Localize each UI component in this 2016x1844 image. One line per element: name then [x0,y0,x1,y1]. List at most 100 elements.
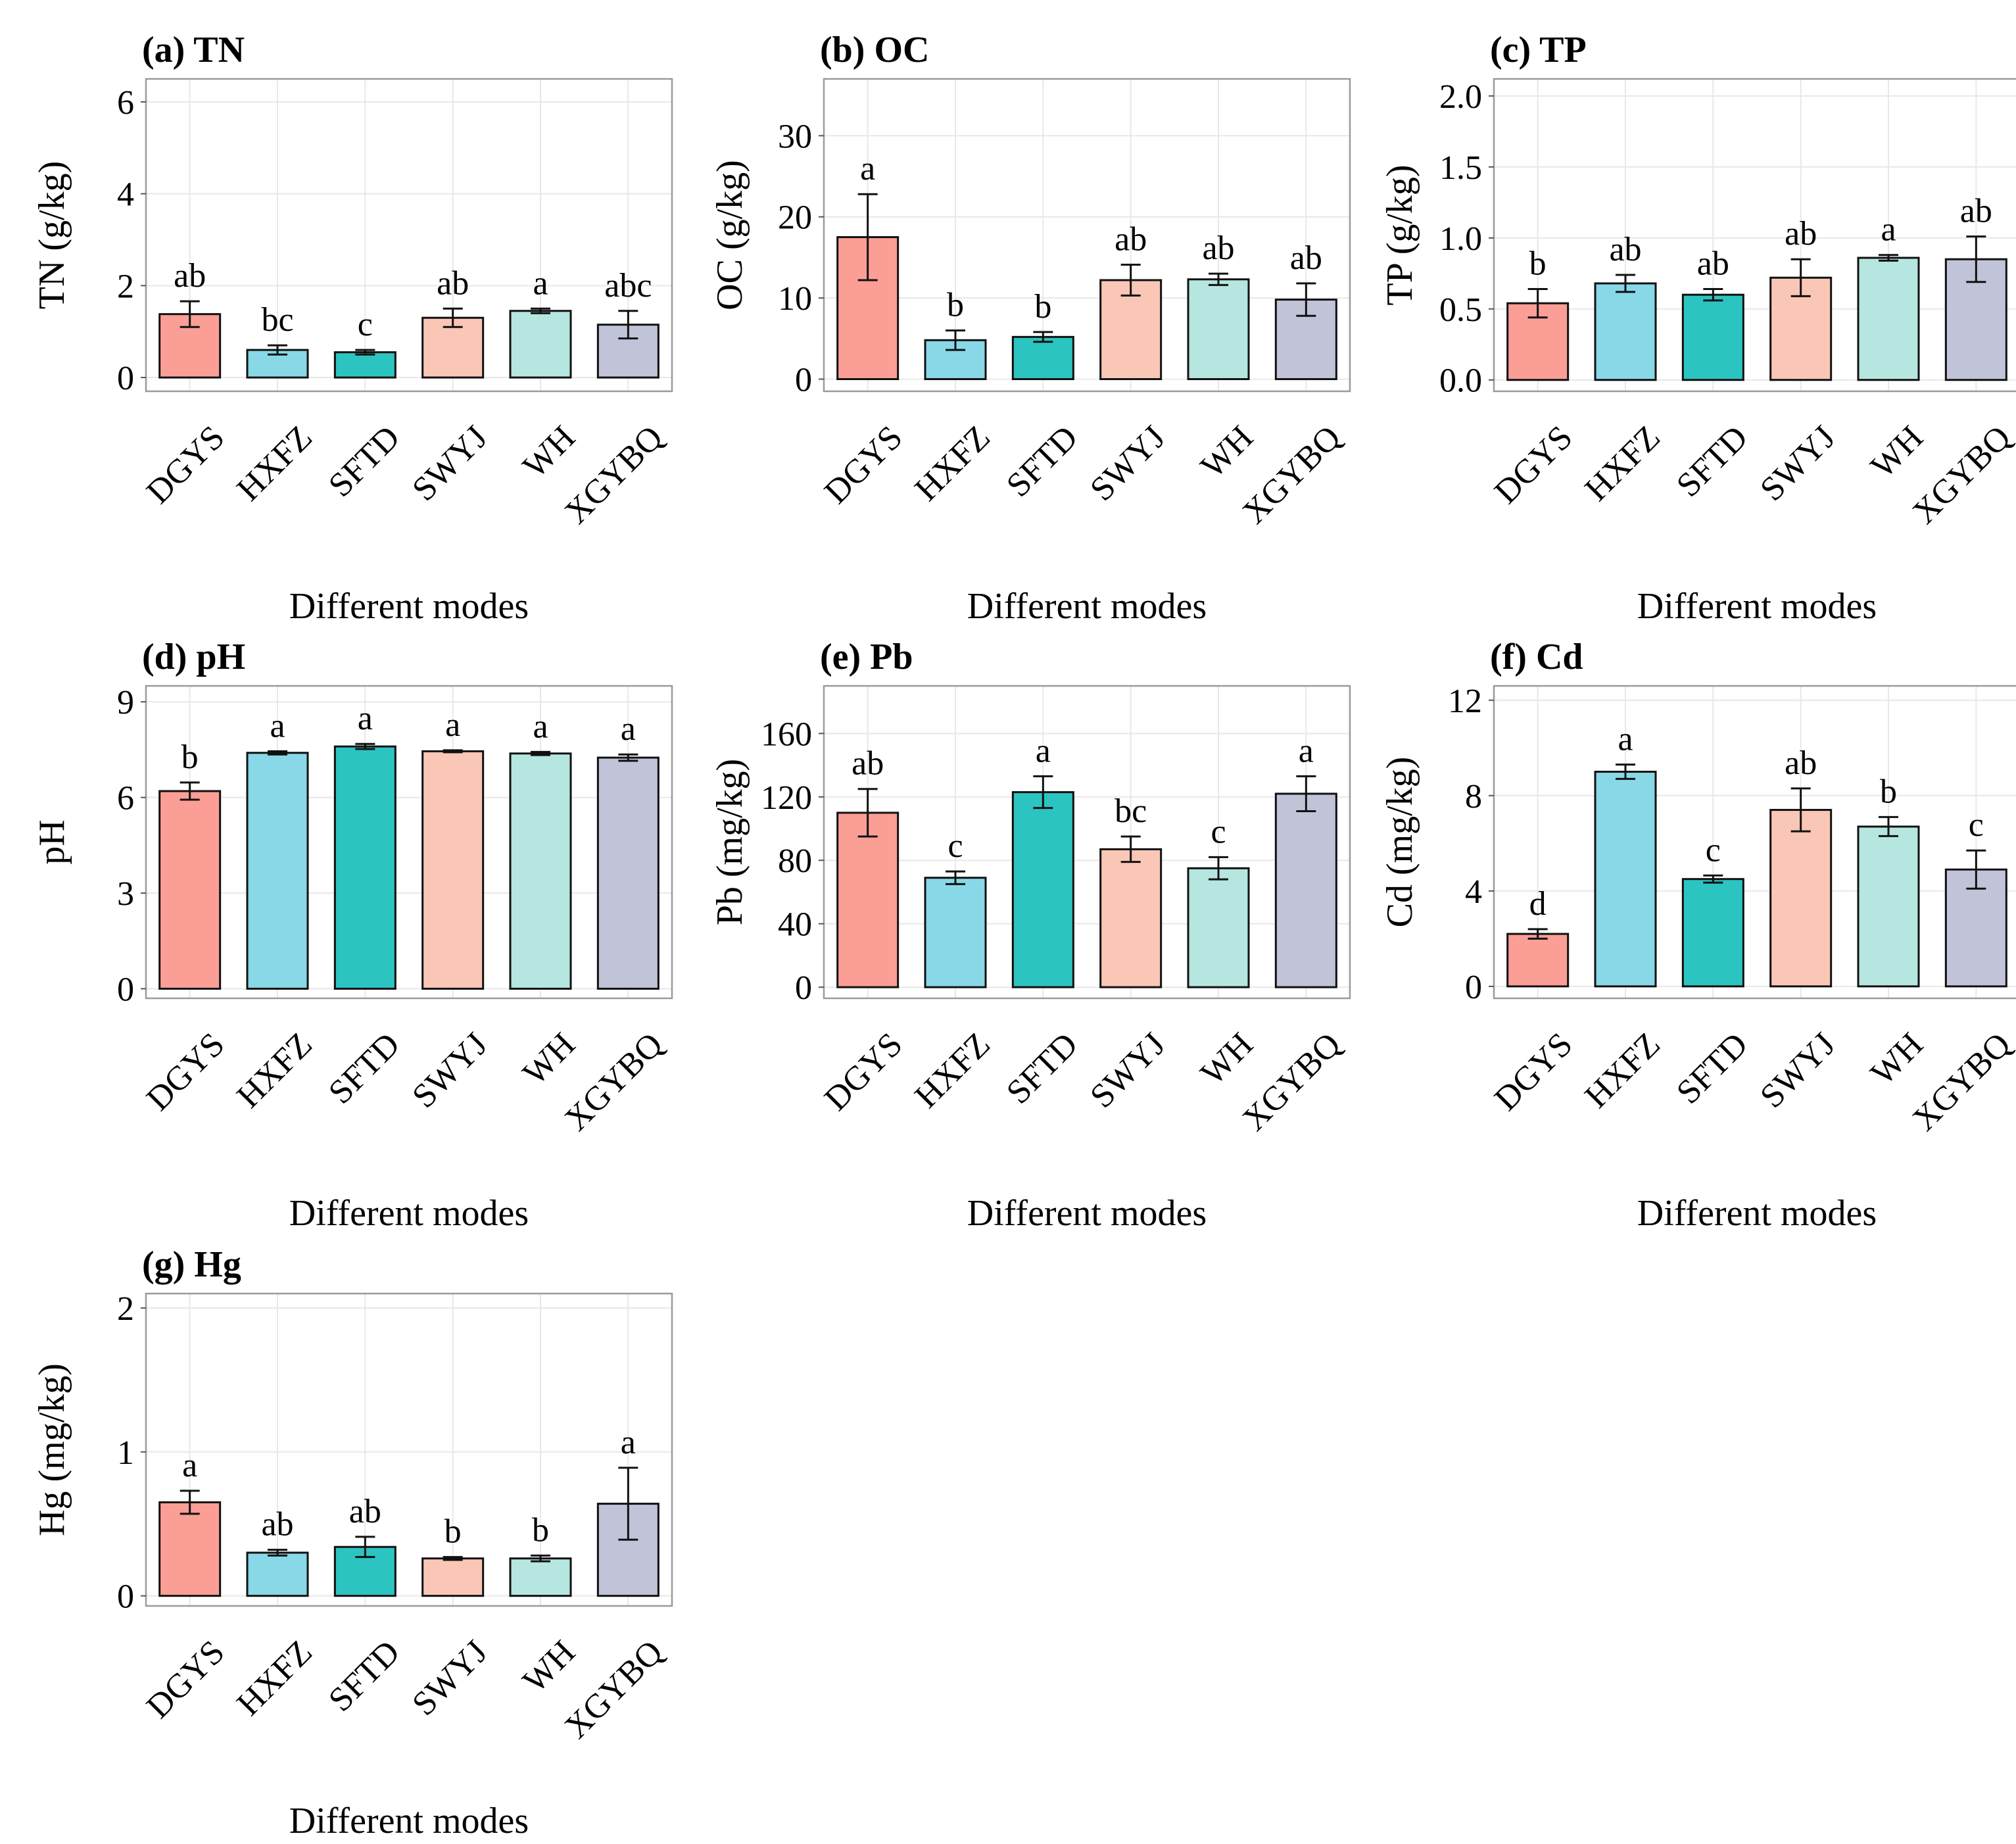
bar-dgys [158,790,222,990]
category-tick-label: WH [1193,419,1260,486]
category-tick-label: HXFZ [230,419,320,508]
error-bar [1703,874,1723,884]
y-tick-label: 0 [795,361,812,399]
y-tick-label: 20 [778,199,812,237]
y-tick-label: 0 [1465,969,1482,1006]
significance-letter: a [1881,211,1896,249]
category-tick-label: HXFZ [230,1026,320,1115]
bar-xgybq [1274,299,1337,380]
category-tick-label: HXFZ [1578,1026,1668,1115]
y-tick-label: 10 [778,280,812,318]
y-tick-label: 2.0 [1439,78,1482,116]
panel-title: (b) OC [820,30,929,70]
significance-letter: c [1969,806,1984,844]
error-bar [355,349,375,356]
error-bar [1120,835,1141,863]
plot-frame [145,78,673,393]
panel-3: b DGYS a HXFZ a SFTD a SWYJ a WH a XGYBQ 0 3 6 9(d) pH p… [32,637,673,1234]
bar-xgybq [596,756,660,990]
plot-frame [145,685,673,1000]
y-tick-label: 6 [117,780,134,817]
category-tick-label: WH [1863,1026,1931,1093]
panel-title: (e) Pb [820,637,913,677]
error-bar [1209,272,1228,286]
bar-hxfz [1594,282,1657,381]
y-axis-title: TP (g/kg) [1380,164,1420,305]
category-tick-label: SFTD [322,1026,407,1111]
y-tick-label: 1 [117,1434,134,1472]
category-tick-label: DGYS [817,1026,909,1118]
error-bar [857,788,878,838]
significance-letter: a [358,700,373,737]
category-tick-label: SWYJ [405,1634,494,1723]
y-axis-title: Pb (mg/kg) [709,759,750,926]
bar-swyj [1769,809,1833,988]
y-tick-label: 0.5 [1439,291,1482,329]
significance-letter: a [621,1424,636,1461]
bar-sftd [333,745,396,990]
bar-dgys [836,812,900,988]
category-tick-label: WH [516,419,583,486]
category-tick-label: SFTD [999,419,1085,504]
bar-hxfz [1594,771,1657,988]
error-bar [857,193,878,281]
panel-title: (g) Hg [142,1244,241,1285]
y-axis-title: Cd (mg/kg) [1380,757,1420,928]
y-tick-label: 6 [117,84,134,122]
panel-1: a DGYS b HXFZ b SFTD ab SWYJ ab WH ab XGYBQ 0 10 20 30 (… [709,30,1351,627]
bar-sftd [1011,791,1074,988]
error-bar [1616,274,1635,293]
error-bar [1616,764,1635,780]
bar-sftd [1681,878,1744,988]
bar-wh [1187,867,1250,988]
x-axis-title: Different modes [289,1193,529,1234]
y-tick-label: 0 [117,360,134,397]
significance-letter: a [860,150,875,187]
significance-letter: b [1034,288,1051,326]
significance-letter: a [533,708,548,745]
error-bar [1033,775,1053,810]
panel-2: b DGYS ab HXFZ ab SFTD ab SWYJ a WH ab XGYBQ 0.0 0.5 1… [1380,30,2016,627]
category-tick-label: SFTD [1669,419,1755,504]
error-bar [1296,775,1316,812]
y-tick-label: 8 [1465,778,1482,815]
panel-5: d DGYS a HXFZ c SFTD ab SWYJ b WH c XGYBQ 0 4 8 12(f) C… [1380,637,2016,1234]
error-bar [531,1554,550,1563]
significance-letter: ab [1960,193,1992,230]
error-bar [1209,856,1228,881]
category-tick-label: HXFZ [230,1634,320,1723]
category-tick-label: XGYBQ [1906,419,2016,531]
significance-letter: ab [1785,215,1817,253]
significance-letter: ab [1785,744,1817,782]
error-bar [355,1536,375,1559]
significance-letter: a [270,707,285,744]
significance-letter: a [1036,732,1051,769]
y-tick-label: 2 [117,1290,134,1328]
plot-frame [145,1292,673,1607]
category-tick-label: WH [1863,419,1931,486]
significance-letter: ab [349,1493,381,1530]
significance-letter: a [1618,721,1633,758]
y-tick-label: 1.5 [1439,149,1482,187]
error-bar [268,344,287,356]
category-tick-label: SWYJ [1083,419,1172,508]
bar-hxfz [246,752,309,990]
bar-hxfz [924,877,987,988]
error-bar [1790,787,1811,833]
significance-letter: d [1529,885,1547,923]
bar-wh [509,752,572,990]
y-axis-title: pH [32,819,72,864]
bar-swyj [1099,848,1163,988]
significance-letter: ab [1290,239,1322,277]
significance-letter: ab [852,745,884,783]
significance-letter: b [532,1511,549,1549]
y-tick-label: 9 [117,684,134,721]
x-axis-title: Different modes [289,586,529,627]
panel-4: ab DGYS c HXFZ a SFTD bc SWYJ c WH a XGYBQ 0 40 80 120 1… [709,637,1351,1234]
significance-letter: ab [1609,231,1641,268]
y-tick-label: 30 [778,118,812,155]
significance-letter: b [444,1513,462,1551]
y-tick-label: 80 [778,842,812,880]
category-tick-label: SWYJ [1083,1026,1172,1115]
error-bar [618,1467,638,1541]
